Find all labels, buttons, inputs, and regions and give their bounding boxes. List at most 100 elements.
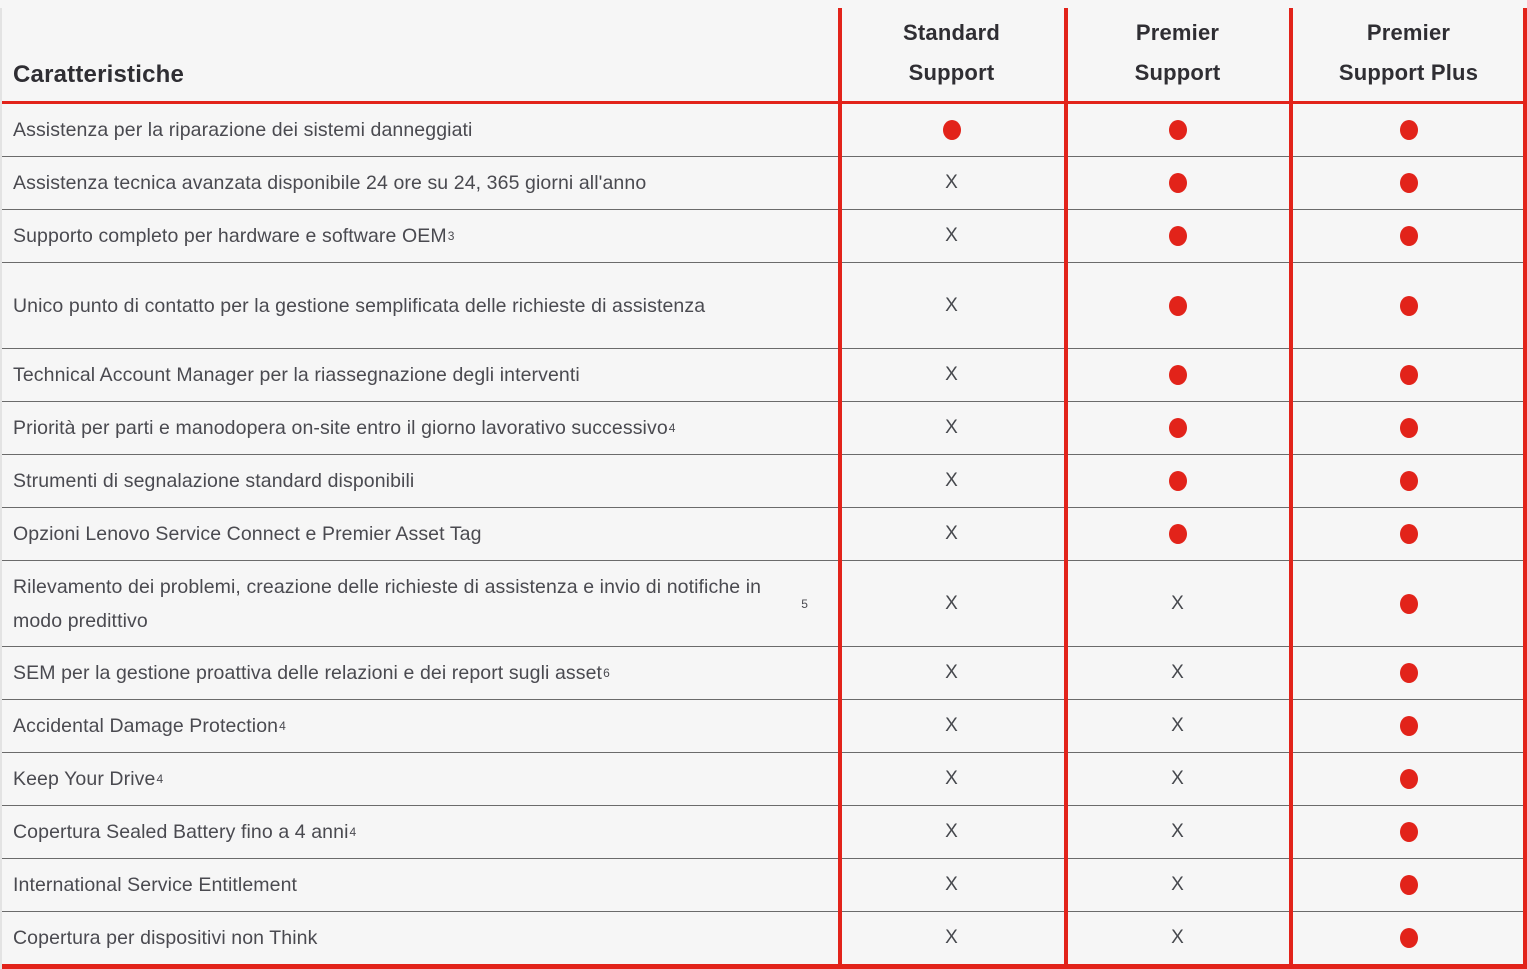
support-cell-premier	[1065, 157, 1290, 209]
support-cell-premier: X	[1065, 859, 1290, 911]
support-cell-premier-plus	[1290, 806, 1527, 858]
support-cell-standard: X	[838, 912, 1065, 964]
not-included-x-mark: X	[945, 768, 958, 789]
support-cell-standard: X	[838, 859, 1065, 911]
feature-label: Keep Your Drive 4	[13, 768, 164, 790]
support-cell-premier	[1065, 402, 1290, 454]
table-row: Copertura Sealed Battery fino a 4 anni 4 X…	[0, 806, 1527, 859]
support-cell-standard: X	[838, 263, 1065, 348]
not-included-x-mark: X	[1171, 592, 1184, 614]
column-divider-3	[1289, 8, 1293, 969]
not-included-x-mark: X	[945, 225, 958, 246]
table-row: SEM per la gestione proattiva delle rela…	[0, 647, 1527, 700]
not-included-x-mark: X	[945, 523, 958, 544]
not-included-x-mark: X	[945, 821, 958, 842]
support-cell-premier-plus	[1290, 349, 1527, 401]
table-row: Assistenza tecnica avanzata disponibile …	[0, 157, 1527, 210]
feature-label: Copertura per dispositivi non Think	[13, 927, 318, 949]
support-cell-premier: X	[1065, 806, 1290, 858]
support-cell-premier-plus	[1290, 647, 1527, 699]
included-dot-icon	[1168, 471, 1187, 491]
table-body: Assistenza per la riparazione dei sistem…	[0, 104, 1527, 964]
support-cell-standard: X	[838, 753, 1065, 805]
support-cell-premier-plus	[1290, 104, 1527, 156]
table-row: International Service Entitlement X X	[0, 859, 1527, 912]
included-dot-icon	[1399, 716, 1418, 736]
column-header-premier-support: Premier Support	[1134, 19, 1221, 85]
feature-label: Accidental Damage Protection 4	[13, 715, 286, 737]
support-cell-premier	[1065, 349, 1290, 401]
included-dot-icon	[942, 120, 961, 140]
support-cell-premier-plus	[1290, 508, 1527, 560]
support-cell-premier-plus	[1290, 561, 1527, 646]
table-bottom-rule	[0, 964, 1527, 969]
support-cell-premier: X	[1065, 647, 1290, 699]
support-cell-standard: X	[838, 157, 1065, 209]
feature-label: SEM per la gestione proattiva delle rela…	[13, 662, 610, 684]
support-cell-premier-plus	[1290, 210, 1527, 262]
included-dot-icon	[1399, 875, 1418, 895]
included-dot-icon	[1399, 471, 1418, 491]
included-dot-icon	[1168, 226, 1187, 246]
feature-label: Opzioni Lenovo Service Connect e Premier…	[13, 523, 482, 545]
support-cell-premier-plus	[1290, 402, 1527, 454]
not-included-x-mark: X	[1171, 874, 1184, 895]
column-header-premier-support-plus: Premier Support Plus	[1338, 19, 1479, 85]
support-cell-premier: X	[1065, 912, 1290, 964]
support-cell-premier-plus	[1290, 263, 1527, 348]
not-included-x-mark: X	[1171, 715, 1184, 736]
feature-label: Unico punto di contatto per la gestione …	[13, 294, 706, 317]
feature-label: International Service Entitlement	[13, 874, 298, 896]
support-cell-premier-plus	[1290, 912, 1527, 964]
support-cell-standard: X	[838, 210, 1065, 262]
table-row: Copertura per dispositivi non Think X X	[0, 912, 1527, 964]
feature-label: Strumenti di segnalazione standard dispo…	[13, 470, 415, 492]
table-row: Accidental Damage Protection 4 X X	[0, 700, 1527, 753]
included-dot-icon	[1168, 295, 1187, 316]
support-cell-standard: X	[838, 700, 1065, 752]
support-cell-premier	[1065, 455, 1290, 507]
not-included-x-mark: X	[945, 662, 958, 683]
support-cell-premier-plus	[1290, 753, 1527, 805]
not-included-x-mark: X	[945, 294, 958, 316]
included-dot-icon	[1168, 173, 1187, 193]
included-dot-icon	[1399, 524, 1418, 544]
support-cell-standard: X	[838, 349, 1065, 401]
support-cell-premier: X	[1065, 561, 1290, 646]
support-cell-premier	[1065, 104, 1290, 156]
table-left-edge-rule	[0, 8, 2, 969]
column-header-standard-support: Standard Support	[903, 19, 1000, 85]
included-dot-icon	[1399, 663, 1418, 683]
features-column-header: Caratteristiche	[13, 61, 185, 88]
not-included-x-mark: X	[945, 364, 958, 385]
column-divider-2	[1064, 8, 1068, 969]
included-dot-icon	[1399, 418, 1418, 438]
feature-label: Priorità per parti e manodopera on-site …	[13, 417, 676, 439]
support-cell-standard: X	[838, 806, 1065, 858]
included-dot-icon	[1399, 593, 1418, 614]
table-row: Assistenza per la riparazione dei sistem…	[0, 104, 1527, 157]
support-cell-premier: X	[1065, 753, 1290, 805]
support-cell-standard: X	[838, 402, 1065, 454]
included-dot-icon	[1399, 173, 1418, 193]
table-header-row: Caratteristiche Standard Support Premier…	[0, 0, 1527, 104]
support-cell-premier-plus	[1290, 859, 1527, 911]
table-row: Priorità per parti e manodopera on-site …	[0, 402, 1527, 455]
not-included-x-mark: X	[945, 927, 958, 948]
support-cell-standard: X	[838, 455, 1065, 507]
support-cell-standard: X	[838, 508, 1065, 560]
feature-label: Supporto completo per hardware e softwar…	[13, 225, 455, 247]
support-cell-standard	[838, 104, 1065, 156]
column-divider-1	[838, 8, 842, 969]
table-row: Supporto completo per hardware e softwar…	[0, 210, 1527, 263]
not-included-x-mark: X	[1171, 768, 1184, 789]
included-dot-icon	[1399, 928, 1418, 948]
support-cell-premier-plus	[1290, 157, 1527, 209]
included-dot-icon	[1168, 120, 1187, 140]
table-row: Strumenti di segnalazione standard dispo…	[0, 455, 1527, 508]
included-dot-icon	[1399, 120, 1418, 140]
support-cell-premier: X	[1065, 700, 1290, 752]
not-included-x-mark: X	[1171, 662, 1184, 683]
support-cell-premier-plus	[1290, 700, 1527, 752]
